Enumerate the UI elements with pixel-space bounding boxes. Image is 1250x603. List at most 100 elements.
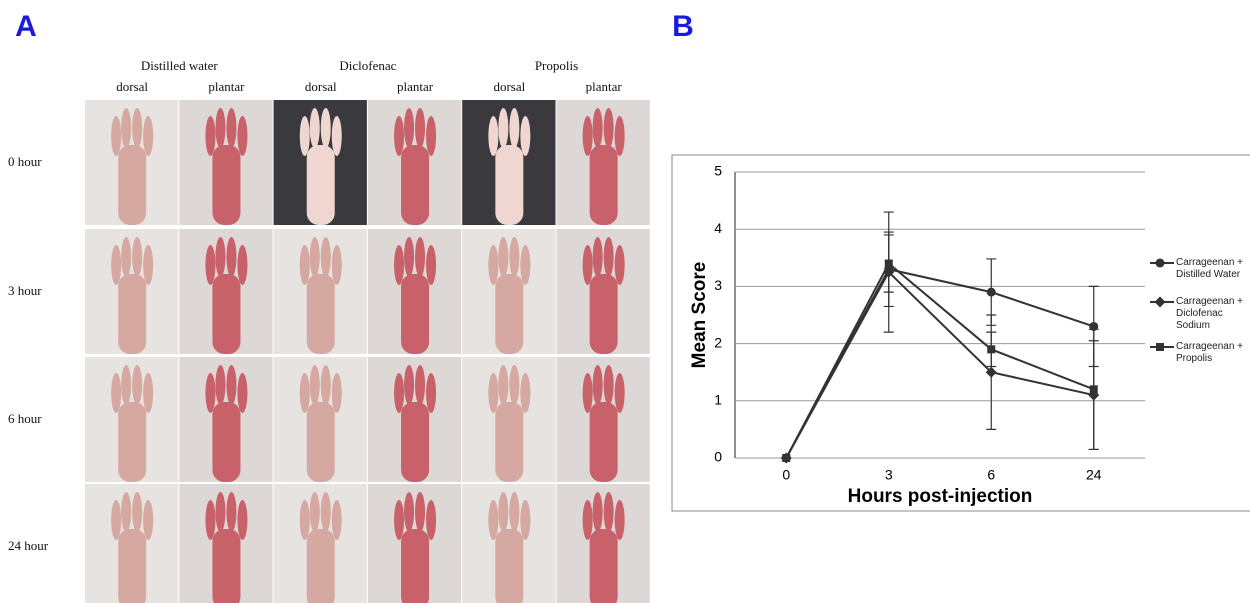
y-tick-label: 4 [714, 220, 722, 236]
toe [426, 116, 436, 156]
toe [426, 373, 436, 413]
toe [509, 108, 519, 148]
toe [583, 245, 593, 285]
paw [590, 274, 618, 354]
toe [215, 108, 225, 148]
toe [520, 373, 530, 413]
toe [300, 373, 310, 413]
paw [495, 529, 523, 603]
paw [118, 145, 146, 225]
marker [1090, 385, 1098, 393]
paw [307, 529, 335, 603]
toe [237, 245, 247, 285]
y-tick-label: 5 [714, 163, 722, 179]
toe [394, 373, 404, 413]
y-tick-label: 1 [714, 392, 722, 408]
paw [212, 145, 240, 225]
marker [987, 345, 995, 353]
toe [509, 237, 519, 277]
toe [404, 237, 414, 277]
y-tick-label: 3 [714, 277, 722, 293]
toe [604, 365, 614, 405]
row-label: 24 hour [8, 538, 49, 553]
toe [520, 245, 530, 285]
toe [132, 492, 142, 532]
toe [404, 108, 414, 148]
paw [401, 402, 429, 482]
toe [593, 108, 603, 148]
toe [321, 108, 331, 148]
toe [604, 108, 614, 148]
row-label: 0 hour [8, 154, 42, 169]
toe [205, 500, 215, 540]
marker [987, 288, 996, 297]
figure: A B Hours post-injection Mean Score Dist… [0, 0, 1250, 603]
paw [307, 145, 335, 225]
toe [143, 373, 153, 413]
toe [121, 365, 131, 405]
toe [583, 500, 593, 540]
paw [495, 145, 523, 225]
paw [212, 274, 240, 354]
toe [310, 365, 320, 405]
toe [226, 365, 236, 405]
toe [488, 116, 498, 156]
toe [509, 492, 519, 532]
row-label: 6 hour [8, 411, 42, 426]
legend-entry: Carrageenan + Diclofenac Sodium [1176, 296, 1250, 332]
paw [590, 402, 618, 482]
legend-entry: Carrageenan + Propolis [1176, 341, 1250, 365]
x-tick-label: 0 [782, 467, 790, 483]
y-tick-label: 0 [714, 449, 722, 465]
toe [509, 365, 519, 405]
toe [300, 500, 310, 540]
toe [488, 373, 498, 413]
toe [615, 245, 625, 285]
toe [215, 492, 225, 532]
toe [321, 237, 331, 277]
x-tick-label: 24 [1086, 467, 1102, 483]
toe [520, 116, 530, 156]
toe [332, 373, 342, 413]
toe [143, 245, 153, 285]
paw [212, 529, 240, 603]
toe [215, 237, 225, 277]
toe [415, 237, 425, 277]
marker [885, 260, 893, 268]
toe [300, 245, 310, 285]
toe [332, 500, 342, 540]
toe [111, 116, 121, 156]
toe [604, 492, 614, 532]
toe [583, 116, 593, 156]
toe [583, 373, 593, 413]
toe [321, 365, 331, 405]
toe [415, 492, 425, 532]
series-line [786, 264, 1094, 458]
paw [401, 529, 429, 603]
toe [226, 237, 236, 277]
paw [212, 402, 240, 482]
toe [111, 373, 121, 413]
toe [332, 245, 342, 285]
toe [132, 365, 142, 405]
toe [593, 365, 603, 405]
toe [615, 373, 625, 413]
toe [205, 373, 215, 413]
toe [121, 108, 131, 148]
toe [593, 237, 603, 277]
toe [498, 108, 508, 148]
toe [415, 108, 425, 148]
view-label: dorsal [116, 79, 148, 94]
series-line [786, 272, 1094, 458]
x-axis-label: Hours post-injection [848, 486, 1033, 507]
toe [121, 492, 131, 532]
x-tick-label: 3 [885, 467, 893, 483]
toe [426, 245, 436, 285]
group-label: Propolis [535, 58, 578, 73]
toe [488, 245, 498, 285]
toe [498, 492, 508, 532]
figure-canvas: A B Hours post-injection Mean Score Dist… [0, 0, 1250, 603]
paw [118, 529, 146, 603]
paw [401, 145, 429, 225]
toe [615, 116, 625, 156]
